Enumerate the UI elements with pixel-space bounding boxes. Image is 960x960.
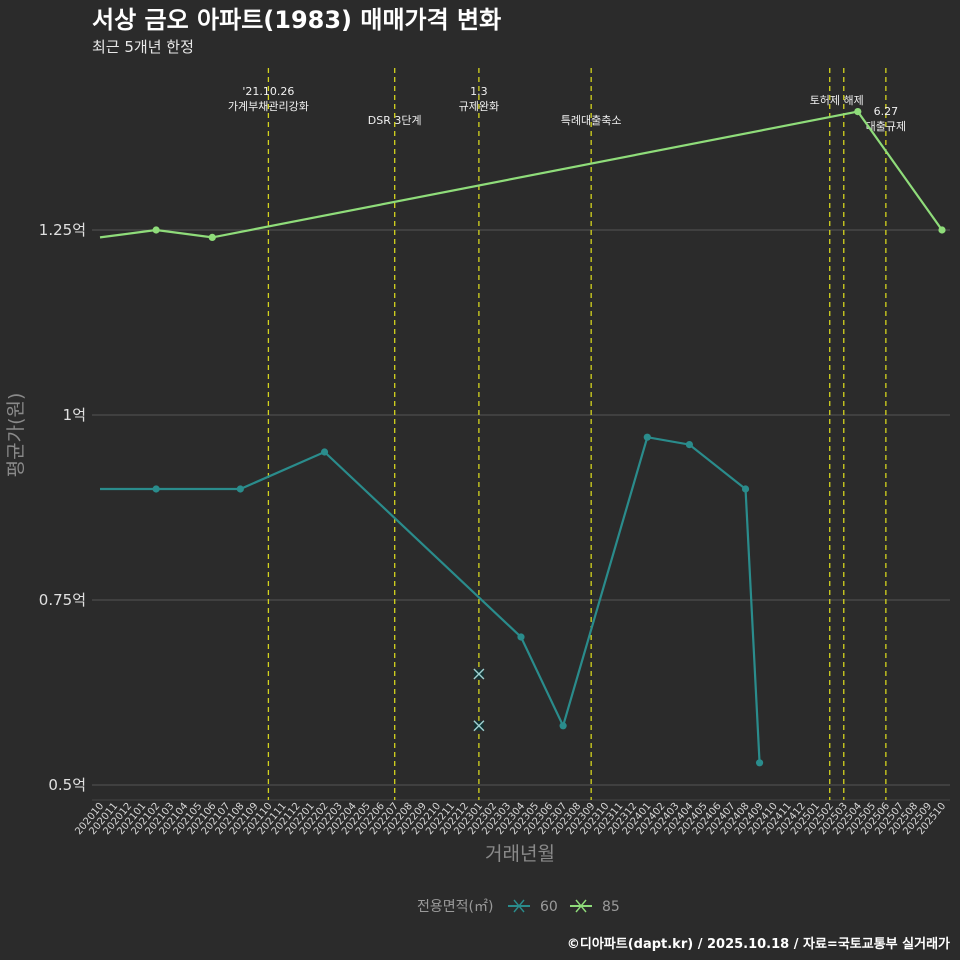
- x-axis-ticks: 2020102020112020122021012021022021032021…: [73, 801, 948, 837]
- series-line-85: [99, 110, 943, 239]
- event-label: 1.3: [470, 85, 488, 98]
- series-line-60: [100, 435, 761, 763]
- y-tick-label: 1.25억: [39, 221, 86, 239]
- outlier-point: [473, 668, 485, 680]
- event-label: 6.27: [874, 105, 899, 118]
- y-tick-label: 0.75억: [39, 591, 86, 609]
- data-point: [208, 233, 216, 241]
- chart-title: 서상 금오 아파트(1983) 매매가격 변화: [92, 6, 501, 34]
- legend: 전용면적(㎡) 60 85: [417, 899, 620, 915]
- event-label: 토허제 해제: [810, 93, 864, 107]
- y-tick-label: 0.5억: [48, 776, 86, 794]
- y-tick-label: 1억: [63, 406, 86, 424]
- data-point: [741, 485, 750, 493]
- legend-label: 85: [602, 899, 620, 915]
- event-label: 가계부채관리강화: [228, 100, 309, 113]
- data-point: [854, 108, 862, 116]
- gridlines: [92, 229, 950, 801]
- legend-title: 전용면적(㎡): [417, 899, 493, 915]
- event-label: DSR 3단계: [368, 114, 422, 127]
- outlier-cross: [473, 720, 485, 732]
- data-point: [152, 226, 160, 234]
- legend-label: 60: [540, 899, 558, 915]
- y-axis-ticks: 0.5억 0.75억 1억 1.25억: [39, 221, 86, 794]
- outlier-cross: [473, 668, 485, 680]
- data-point: [685, 441, 694, 449]
- y-axis-title: 평균가(원): [5, 393, 27, 478]
- data-point: [236, 485, 244, 493]
- data-series: [99, 108, 946, 767]
- data-point: [152, 485, 160, 493]
- chart-subtitle: 최근 5개년 한정: [92, 38, 194, 56]
- x-axis-title: 거래년월: [485, 843, 555, 865]
- event-label: 규제완화: [459, 100, 499, 113]
- event-label: 특례대출축소: [561, 114, 622, 127]
- data-point: [643, 433, 651, 441]
- event-label: 대출규제: [866, 120, 906, 133]
- data-point: [755, 759, 764, 767]
- data-point: [559, 722, 567, 730]
- legend-key-cross: [513, 899, 525, 913]
- legend-key-cross: [575, 899, 587, 913]
- data-point: [938, 226, 946, 234]
- event-label: '21.10.26: [242, 85, 294, 98]
- data-point: [320, 448, 329, 456]
- data-point: [517, 633, 525, 641]
- source-caption: ©디아파트(dapt.kr) / 2025.10.18 / 자료=국토교통부 실…: [567, 936, 950, 952]
- outlier-point: [473, 720, 485, 732]
